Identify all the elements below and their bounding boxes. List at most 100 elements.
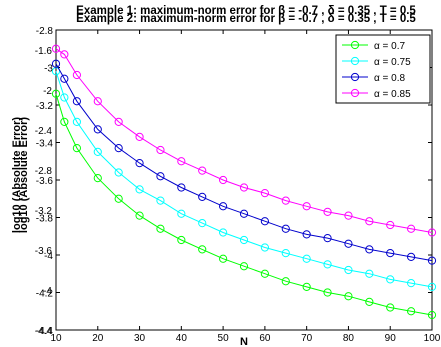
data-point xyxy=(302,254,311,263)
y-tick-label-example-1: -4.2 xyxy=(36,289,54,300)
x-tick-label: 70 xyxy=(301,333,313,344)
data-point xyxy=(177,157,186,166)
data-point xyxy=(72,144,81,153)
series-3 xyxy=(51,59,437,265)
legend-marker xyxy=(350,40,360,50)
legend-label: α = 0.8 xyxy=(374,73,406,84)
x-tick-label: 10 xyxy=(50,333,62,344)
data-point xyxy=(135,132,144,141)
x-tick-label: 30 xyxy=(134,333,146,344)
data-point xyxy=(281,277,290,286)
data-point xyxy=(60,50,69,59)
legend-label: α = 0.75 xyxy=(374,57,411,68)
data-point xyxy=(386,220,395,230)
y-tick-label-example-2: -3.2 xyxy=(35,206,53,217)
data-point xyxy=(177,235,186,245)
data-point xyxy=(60,74,69,83)
series-1 xyxy=(51,89,437,320)
data-point xyxy=(72,117,81,126)
y-tick-label-example-1: -2.8 xyxy=(36,26,54,37)
data-point xyxy=(281,196,290,205)
data-point xyxy=(93,97,102,106)
data-point xyxy=(51,89,61,98)
y-tick-label-example-2: -4.4 xyxy=(35,326,53,337)
data-point xyxy=(281,224,290,233)
data-point xyxy=(72,97,81,106)
data-point xyxy=(93,147,102,156)
y-tick-label-example-1: -3.8 xyxy=(36,214,54,225)
data-point xyxy=(219,202,228,211)
x-tick-label: 100 xyxy=(424,333,441,344)
y-axis-label-example-2: log10 (Absolute Error) xyxy=(18,117,30,233)
y-tick-label-example-2: -2.4 xyxy=(35,126,53,137)
y-tick-label-example-2: -2 xyxy=(43,86,52,97)
data-point xyxy=(427,310,437,320)
data-point xyxy=(260,243,269,252)
data-point xyxy=(386,275,395,284)
data-point xyxy=(427,282,437,291)
data-point xyxy=(407,307,416,316)
legend-marker xyxy=(350,72,360,82)
data-point xyxy=(93,174,102,183)
data-point xyxy=(93,125,102,134)
legend-marker xyxy=(350,56,360,66)
data-point xyxy=(198,166,207,175)
data-point xyxy=(344,239,353,248)
x-tick-label: 90 xyxy=(385,333,397,344)
data-point xyxy=(156,172,165,181)
data-point xyxy=(198,219,207,228)
data-point xyxy=(239,262,249,271)
data-point xyxy=(60,117,69,126)
y-tick-label-example-1: -3.4 xyxy=(36,139,54,150)
data-point xyxy=(344,292,353,301)
data-point xyxy=(177,209,186,218)
x-tick-label: 60 xyxy=(259,333,271,344)
data-point xyxy=(239,209,249,218)
chart-title-example-1: Example 1: maximum-norm error for β = -0… xyxy=(76,5,416,17)
x-tick-label: 50 xyxy=(218,333,230,344)
data-point xyxy=(365,269,374,278)
y-tick-label-example-1: -4 xyxy=(44,251,53,262)
data-point xyxy=(281,249,290,258)
data-point xyxy=(51,44,61,53)
y-tick-label-example-2: -3.6 xyxy=(35,246,53,257)
data-point xyxy=(407,252,416,261)
data-point xyxy=(198,192,207,201)
data-point xyxy=(219,228,228,237)
data-point xyxy=(156,224,165,233)
data-point xyxy=(219,175,228,185)
y-tick-label-example-2: -1.6 xyxy=(35,46,53,57)
data-point xyxy=(260,189,269,198)
data-point xyxy=(177,183,186,192)
data-point xyxy=(323,288,332,297)
data-point xyxy=(239,183,249,192)
chart-title-example-2: Example 2: maximum-norm error for β = -0… xyxy=(76,13,416,25)
data-point xyxy=(386,303,395,312)
data-point xyxy=(239,235,249,245)
data-point xyxy=(135,159,144,168)
x-tick-label: 40 xyxy=(176,333,188,344)
data-point xyxy=(365,245,374,254)
data-point xyxy=(114,117,123,126)
data-point xyxy=(427,256,437,265)
data-point xyxy=(135,185,144,194)
legend-label: α = 0.85 xyxy=(374,89,411,100)
data-point xyxy=(407,224,416,233)
data-point xyxy=(260,269,269,278)
data-point xyxy=(302,282,311,291)
x-tick-label: 20 xyxy=(92,333,104,344)
y-axis-label-example-1: log10 (Absolute Error) xyxy=(11,117,23,233)
x-axis-label: N xyxy=(240,336,248,347)
data-point xyxy=(323,207,332,216)
data-point xyxy=(51,59,61,68)
data-point xyxy=(198,245,207,254)
data-point xyxy=(156,196,165,205)
data-point xyxy=(114,168,123,177)
data-point xyxy=(427,228,437,237)
y-tick-label-example-1: -3.2 xyxy=(36,101,54,112)
data-point xyxy=(344,265,353,275)
data-point xyxy=(60,93,69,102)
data-point xyxy=(407,279,416,288)
data-point xyxy=(260,217,269,226)
